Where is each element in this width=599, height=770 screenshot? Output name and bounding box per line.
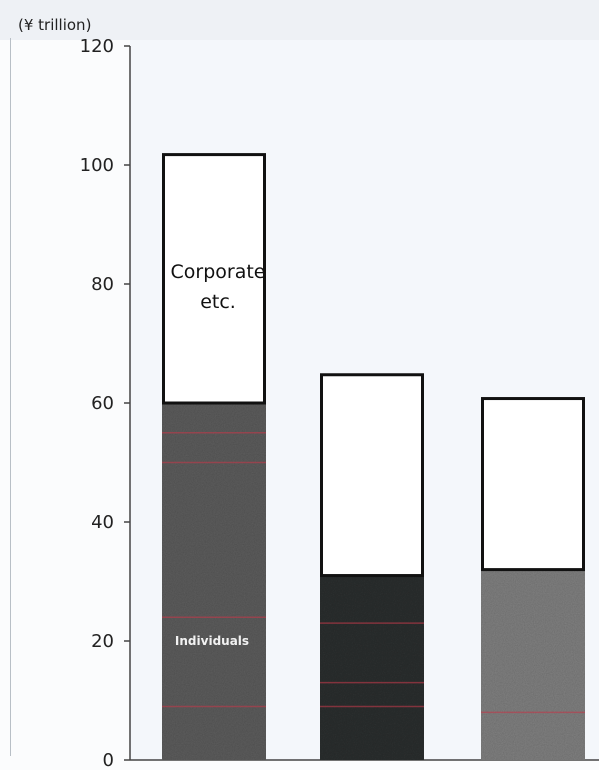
corporate-annotation-line2: etc. [200, 291, 236, 313]
y-tick-label: 20 [91, 631, 114, 652]
y-tick-label: 40 [91, 512, 114, 533]
corporate-annotation-line1: Corporate [171, 261, 266, 283]
y-axis-ticks: 0 20 40 60 80 100 120 [80, 36, 130, 770]
header-band [0, 0, 599, 40]
bar-segment-corporate [320, 373, 424, 578]
bar-segment-individuals [481, 569, 585, 760]
y-axis-unit-label: (¥ trillion) [18, 16, 91, 34]
y-tick-label: 120 [80, 36, 114, 57]
frame-left-border [10, 38, 11, 756]
y-tick-label: 60 [91, 393, 114, 414]
individuals-annotation: Individuals [175, 634, 249, 648]
y-tick-label: 100 [80, 155, 114, 176]
y-tick-label: 0 [103, 750, 114, 770]
bars-group [162, 153, 585, 760]
bar-segment-corporate [481, 397, 585, 572]
bar-segment-individuals [320, 575, 424, 760]
y-tick-label: 80 [91, 274, 114, 295]
bar-segment-corporate [162, 153, 266, 405]
